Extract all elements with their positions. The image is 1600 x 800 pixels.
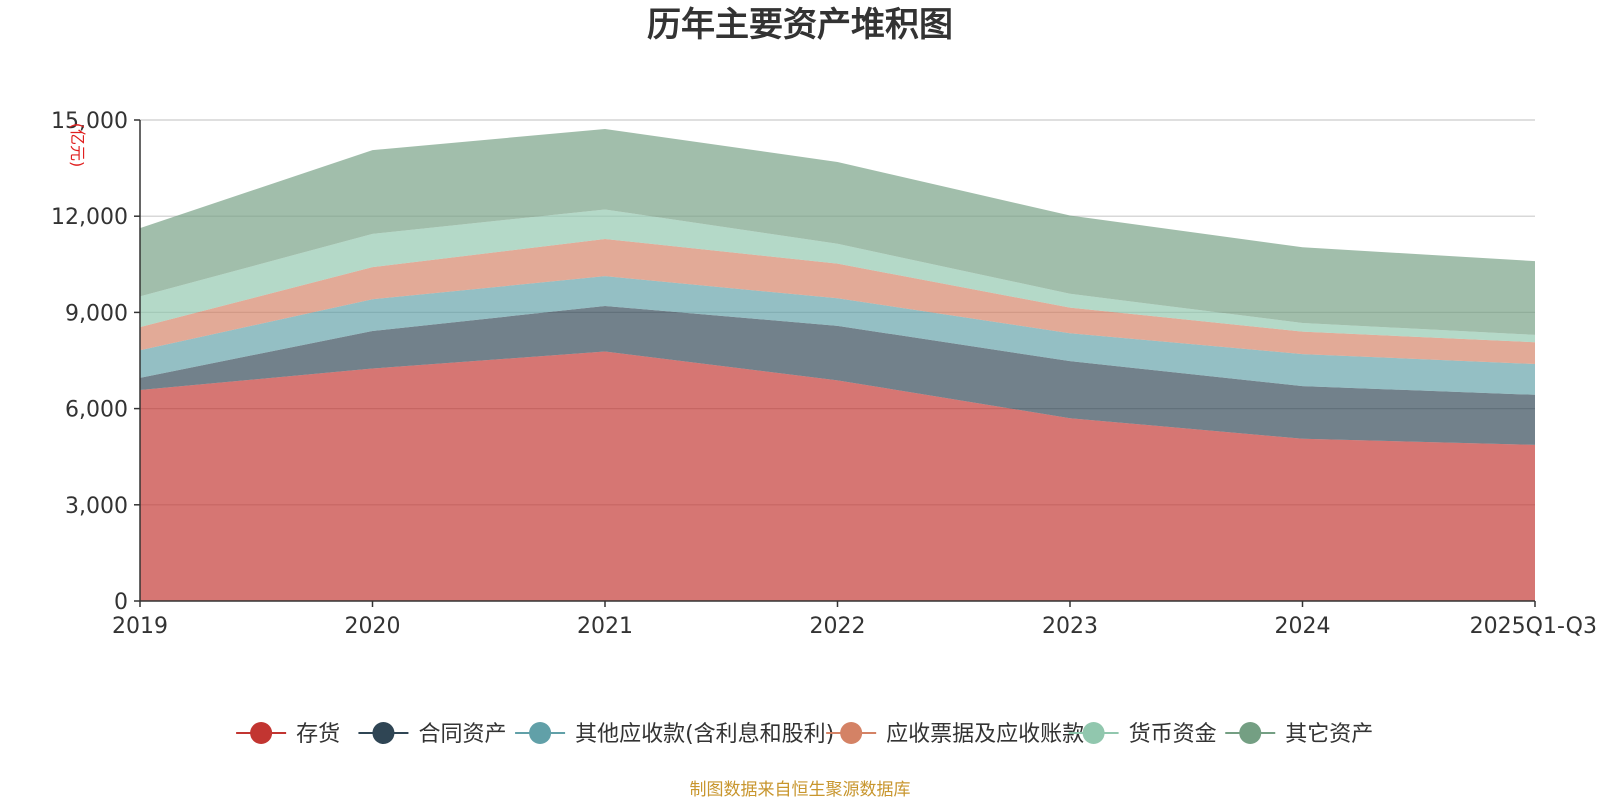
y-axis-unit: (亿元) [68, 123, 87, 168]
legend-marker [372, 722, 395, 744]
data-source-note: 制图数据来自恒生聚源数据库 [690, 780, 911, 800]
legend-marker [250, 722, 273, 744]
legend-label: 合同资产 [418, 722, 506, 747]
x-tick-label: 2023 [1042, 614, 1098, 639]
y-tick-label: 3,000 [65, 494, 128, 519]
legend-marker [1082, 722, 1105, 744]
y-tick-label: 0 [114, 590, 128, 615]
legend-item-2[interactable]: 合同资产 [358, 722, 506, 747]
area-series-2[interactable] [140, 305, 1535, 445]
legend-marker [840, 722, 863, 744]
x-tick-label: 2024 [1275, 614, 1331, 639]
legend-item-4[interactable]: 应收票据及应收账款 [826, 722, 1084, 747]
area-series-group [140, 128, 1535, 601]
legend[interactable]: 存货 合同资产 其他应收款(含利息和股利) 应收票据及应收账款 货币资金 其它资产 [236, 722, 1373, 747]
x-tick-label: 2025Q1-Q3 [1470, 614, 1597, 639]
x-tick-label: 2022 [810, 614, 866, 639]
y-tick-label: 6,000 [65, 398, 128, 423]
area-series-3[interactable] [140, 276, 1535, 395]
legend-item-5[interactable]: 货币资金 [1068, 722, 1217, 747]
x-tick-label: 2019 [112, 614, 168, 639]
y-tick-label: 15,000 [51, 109, 128, 134]
legend-label: 货币资金 [1129, 722, 1217, 747]
y-tick-label: 12,000 [51, 205, 128, 230]
area-series-5[interactable] [140, 209, 1535, 343]
legend-label: 其它资产 [1285, 722, 1373, 747]
x-tick-label: 2020 [345, 614, 401, 639]
legend-label: 其他应收款(含利息和股利) [575, 722, 834, 747]
area-series-6[interactable] [140, 128, 1535, 335]
legend-item-1[interactable]: 存货 [236, 722, 340, 747]
legend-item-3[interactable]: 其他应收款(含利息和股利) [515, 722, 834, 747]
legend-label: 存货 [296, 722, 340, 747]
axes: 0 3,000 6,000 9,000 12,000 15,000 2019 2020 2021… [51, 109, 1597, 639]
legend-marker [1239, 722, 1262, 744]
legend-marker [529, 722, 552, 744]
legend-item-6[interactable]: 其它资产 [1225, 722, 1373, 747]
x-tick-label: 2021 [577, 614, 633, 639]
legend-label: 应收票据及应收账款 [886, 722, 1084, 747]
chart-title: 历年主要资产堆积图 [647, 5, 953, 45]
y-tick-label: 9,000 [65, 301, 128, 326]
area-series-1[interactable] [140, 351, 1535, 601]
area-series-4[interactable] [140, 238, 1535, 365]
